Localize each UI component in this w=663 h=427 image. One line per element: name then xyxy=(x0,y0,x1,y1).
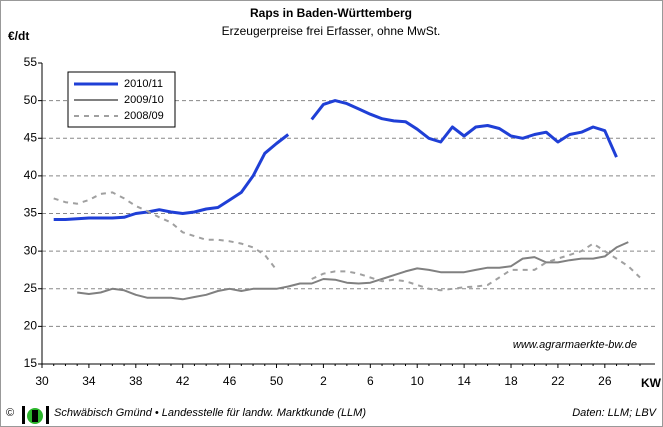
x-tick-label: 50 xyxy=(270,374,284,388)
x-axis-label: KW xyxy=(641,376,662,390)
footer-right: Daten: LLM; LBV xyxy=(572,407,657,419)
x-tick-label: 38 xyxy=(129,374,143,388)
x-tick-label: 22 xyxy=(551,374,565,388)
series-line xyxy=(77,241,629,301)
footer-left: Schwäbisch Gmünd • Landesstelle für land… xyxy=(54,407,366,419)
x-tick-label: 18 xyxy=(504,374,518,388)
chart-title: Raps in Baden-Württemberg xyxy=(250,6,412,20)
logo xyxy=(22,406,49,424)
x-tick-label: 6 xyxy=(367,374,374,388)
x-tick-label: 30 xyxy=(35,374,49,388)
y-tick-label: 15 xyxy=(24,356,38,370)
x-tick-label: 2 xyxy=(320,374,327,388)
y-tick-label: 20 xyxy=(24,319,38,333)
y-axis-label: €/dt xyxy=(8,29,29,43)
x-tick-label: 10 xyxy=(411,374,425,388)
y-tick-label: 50 xyxy=(24,93,38,107)
chart-subtitle: Erzeugerpreise frei Erfasser, ohne MwSt. xyxy=(222,24,441,38)
legend-label: 2009/10 xyxy=(124,94,164,106)
x-tick-label: 14 xyxy=(457,374,471,388)
series-line xyxy=(53,99,618,221)
y-tick-label: 25 xyxy=(24,281,38,295)
annotation: www.agrarmaerkte-bw.de xyxy=(513,339,637,351)
legend-label: 2008/09 xyxy=(124,110,164,122)
x-tick-label: 46 xyxy=(223,374,237,388)
x-tick-label: 26 xyxy=(598,374,612,388)
y-tick-label: 35 xyxy=(24,206,38,220)
x-tick-label: 34 xyxy=(82,374,96,388)
legend-label: 2010/11 xyxy=(124,78,163,90)
x-tick-label: 42 xyxy=(176,374,190,388)
y-tick-label: 30 xyxy=(24,243,38,257)
y-tick-label: 45 xyxy=(24,130,38,144)
series-line xyxy=(53,191,641,292)
copyright: © xyxy=(6,407,14,419)
y-tick-label: 55 xyxy=(24,55,38,69)
y-tick-label: 40 xyxy=(24,168,38,182)
